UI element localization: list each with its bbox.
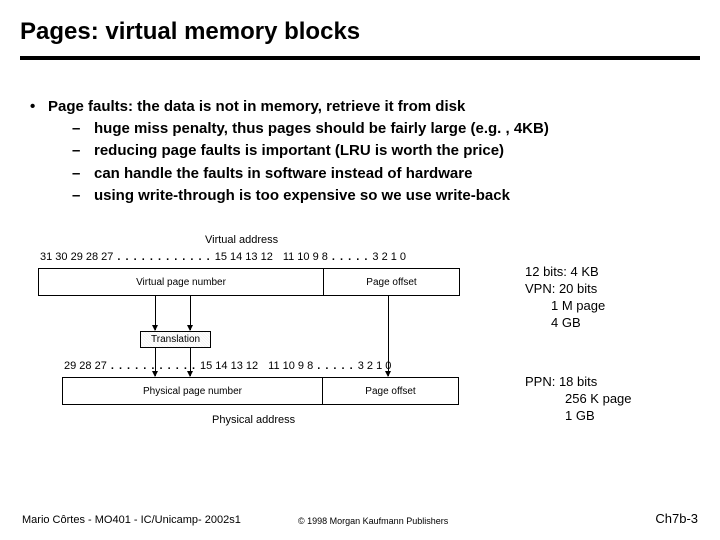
physical-bits-row: 29 28 27 . . . . . . . . . . . 15 14 13 …	[64, 360, 391, 372]
bits-left: 31 30 29 28 27	[40, 251, 113, 263]
note-line: 12 bits: 4 KB	[525, 264, 605, 281]
vpn-cell: Virtual page number	[39, 269, 324, 295]
sub-bullet: – reducing page faults is important (LRU…	[72, 141, 690, 161]
physical-address-label: Physical address	[212, 414, 295, 426]
slide-title: Pages: virtual memory blocks	[0, 0, 720, 46]
sub-text: using write-through is too expensive so …	[94, 186, 510, 206]
virtual-bits-row: 31 30 29 28 27 . . . . . . . . . . . . 1…	[40, 251, 406, 263]
dots-icon: . . . . . . . . . . .	[107, 360, 200, 372]
footer-author: Mario Côrtes - MO401 - IC/Unicamp- 2002s…	[22, 514, 241, 526]
main-bullet: • Page faults: the data is not in memory…	[30, 98, 690, 115]
bits-right: 3 2 1 0	[372, 251, 406, 263]
dots-icon: . . . . .	[313, 360, 358, 372]
sub-text: reducing page faults is important (LRU i…	[94, 141, 504, 161]
title-rule	[20, 56, 700, 60]
side-note-physical: PPN: 18 bits 256 K page 1 GB	[525, 374, 632, 425]
page-offset-cell: Page offset	[323, 378, 458, 404]
dots-icon: . . . . .	[328, 251, 373, 263]
sub-text: huge miss penalty, thus pages should be …	[94, 119, 549, 139]
sub-bullet: – huge miss penalty, thus pages should b…	[72, 119, 690, 139]
dash-marker: –	[72, 186, 94, 206]
page-offset-cell: Page offset	[324, 269, 459, 295]
dots-icon: . . . . . . . . . . . .	[113, 251, 214, 263]
note-line: PPN: 18 bits	[525, 374, 632, 391]
sub-bullet: – can handle the faults in software inst…	[72, 164, 690, 184]
bits-mid2: 11 10 9 8	[268, 360, 313, 372]
address-diagram: Virtual address 31 30 29 28 27 . . . . .…	[20, 234, 700, 464]
dash-marker: –	[72, 164, 94, 184]
bits-mid: 15 14 13 12	[200, 360, 258, 372]
note-line: 256 K page	[525, 391, 632, 408]
physical-address-box: Physical page number Page offset	[62, 377, 459, 405]
bullet-block: • Page faults: the data is not in memory…	[30, 98, 690, 206]
bits-mid2: 11 10 9 8	[283, 251, 328, 263]
bits-mid: 15 14 13 12	[215, 251, 273, 263]
note-line: 1 M page	[525, 298, 605, 315]
bits-left: 29 28 27	[64, 360, 107, 372]
sub-bullet: – using write-through is too expensive s…	[72, 186, 690, 206]
bullet-marker: •	[30, 98, 48, 115]
footer-page: Ch7b-3	[655, 511, 698, 526]
note-line: 4 GB	[525, 315, 605, 332]
arrow-down-icon	[190, 296, 191, 330]
virtual-address-box: Virtual page number Page offset	[38, 268, 460, 296]
virtual-address-label: Virtual address	[205, 234, 278, 246]
note-line: VPN: 20 bits	[525, 281, 605, 298]
dash-marker: –	[72, 119, 94, 139]
side-note-virtual: 12 bits: 4 KB VPN: 20 bits 1 M page 4 GB	[525, 264, 605, 332]
bits-right: 3 2 1 0	[358, 360, 392, 372]
sub-text: can handle the faults in software instea…	[94, 164, 472, 184]
footer-copyright: © 1998 Morgan Kaufmann Publishers	[298, 516, 448, 526]
dash-marker: –	[72, 141, 94, 161]
bullet-text: Page faults: the data is not in memory, …	[48, 98, 465, 115]
ppn-cell: Physical page number	[63, 378, 323, 404]
arrow-down-icon	[155, 296, 156, 330]
note-line: 1 GB	[525, 408, 632, 425]
translation-box: Translation	[140, 331, 211, 348]
